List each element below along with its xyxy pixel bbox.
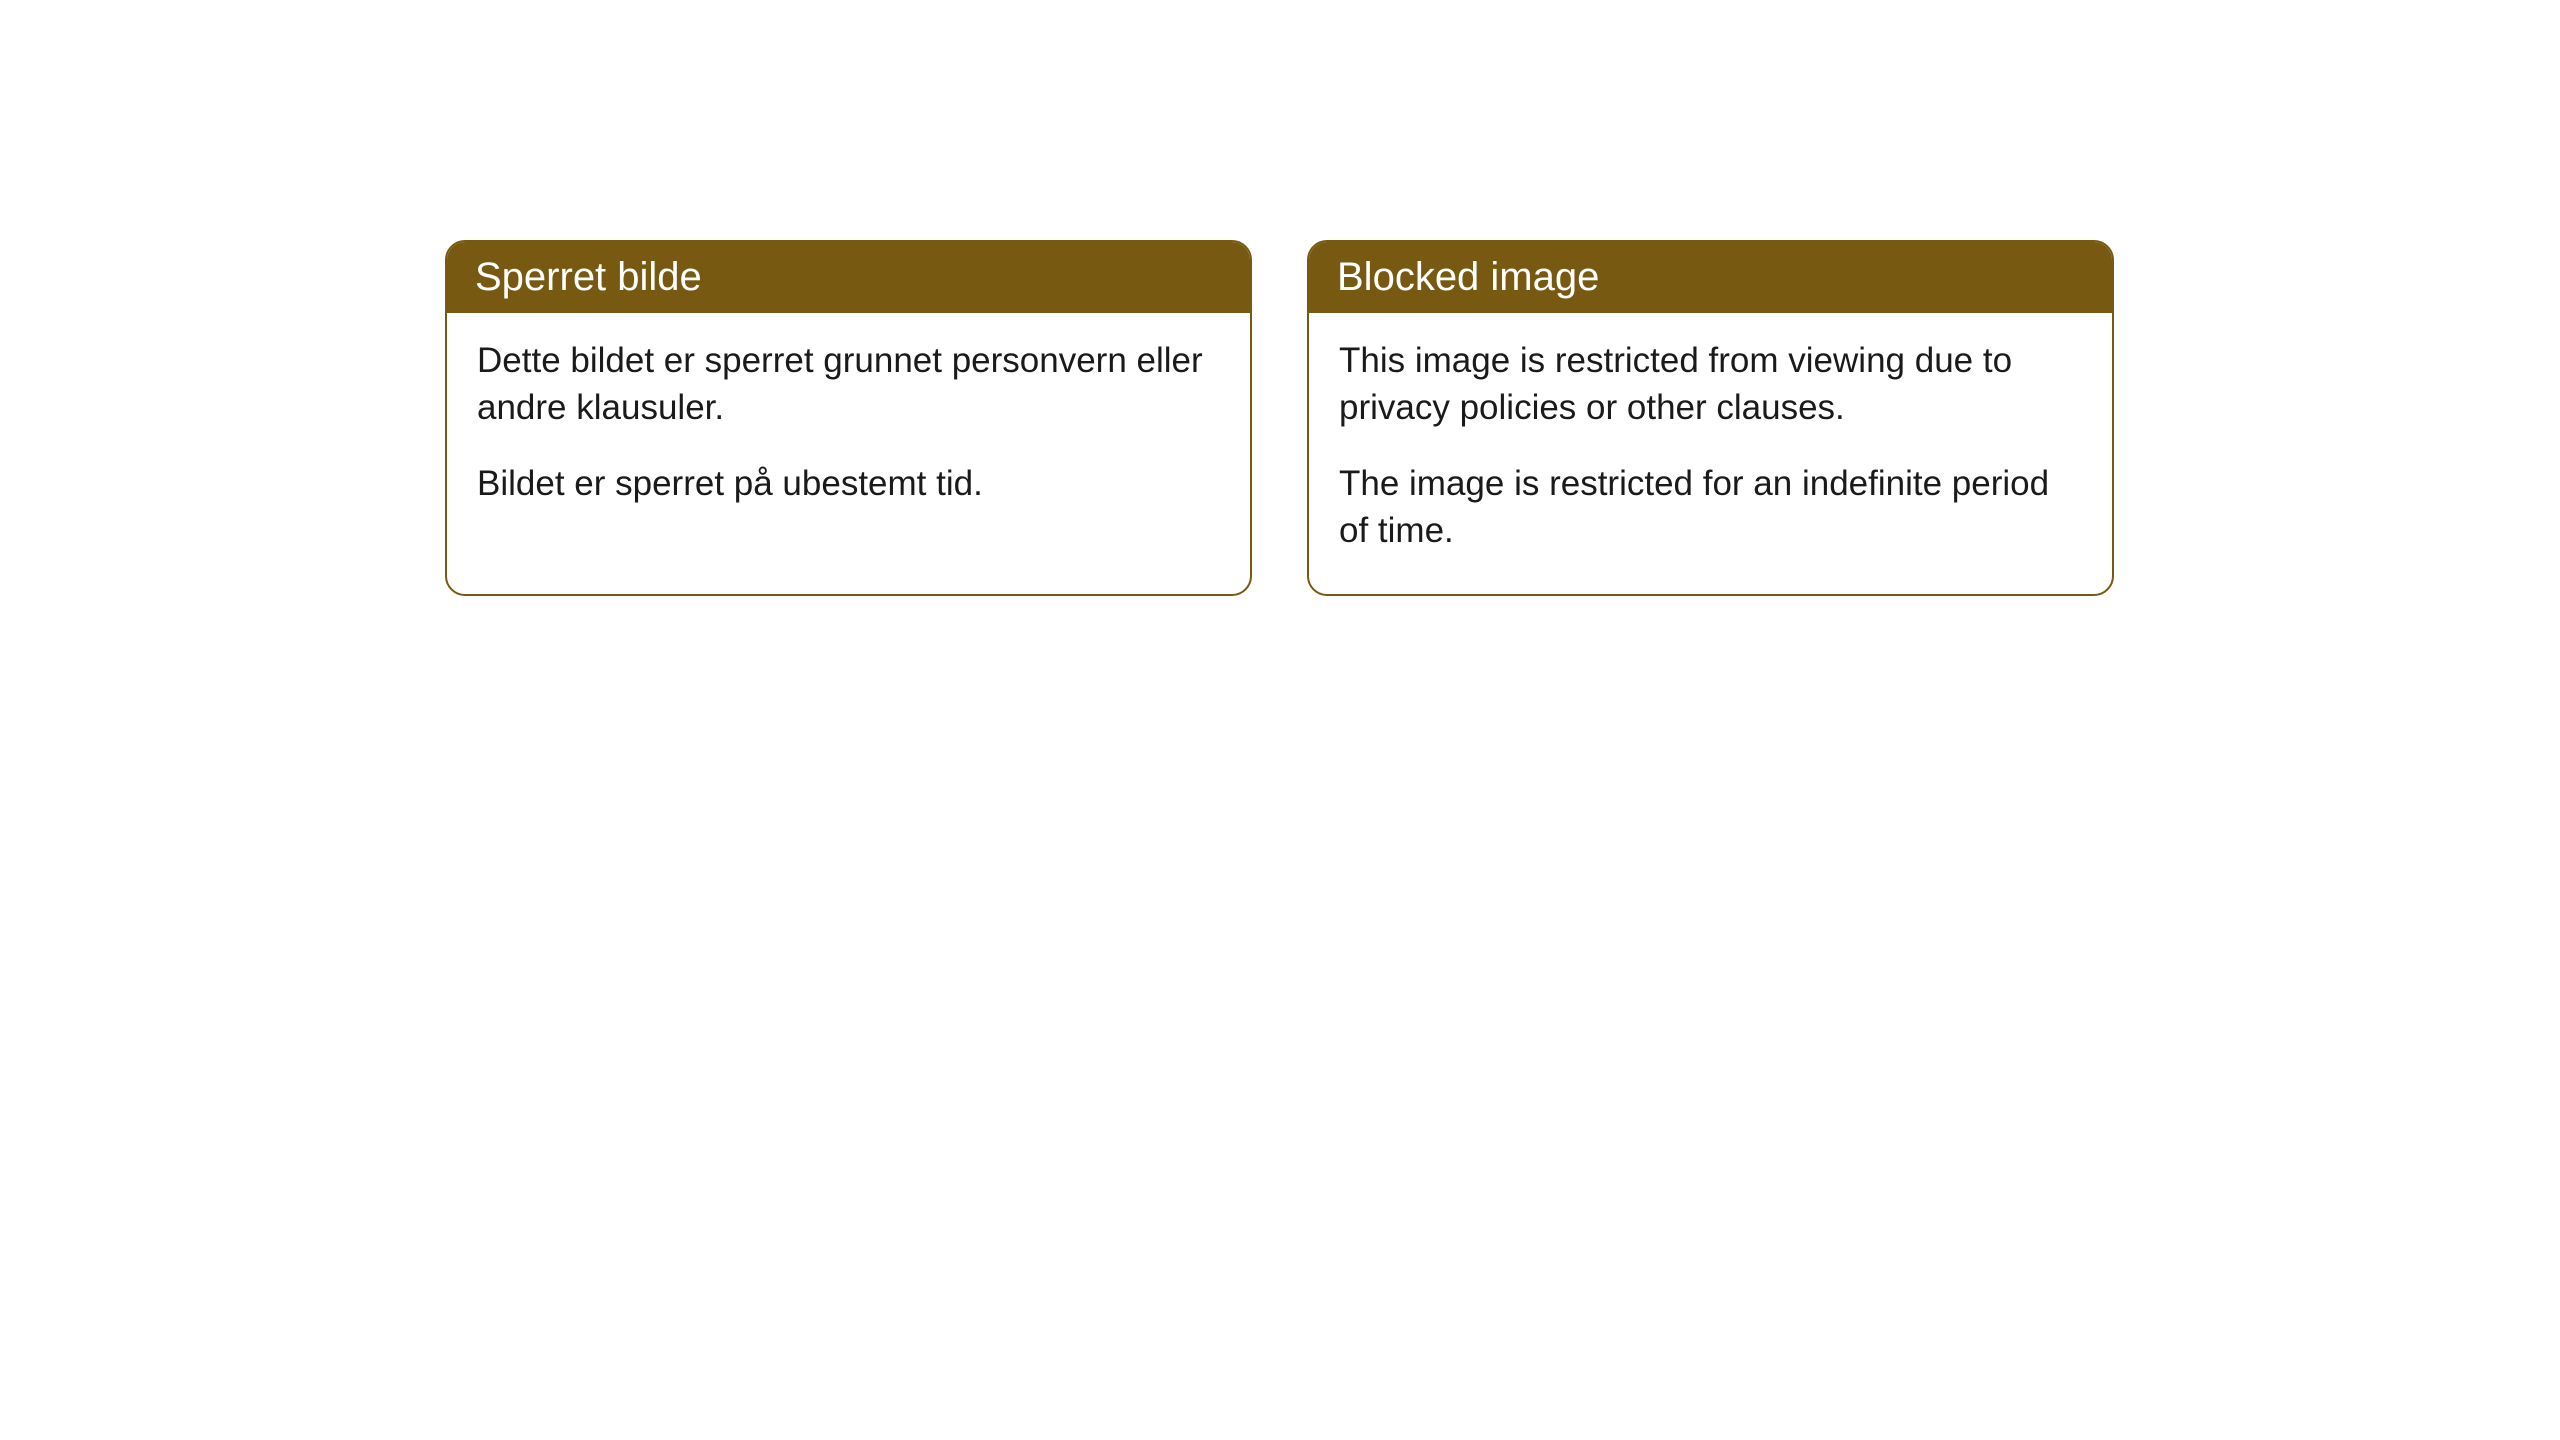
card-paragraph: The image is restricted for an indefinit…: [1339, 460, 2082, 555]
card-paragraph: Bildet er sperret på ubestemt tid.: [477, 460, 1220, 507]
card-title: Blocked image: [1337, 255, 1599, 299]
card-body-norwegian: Dette bildet er sperret grunnet personve…: [447, 313, 1250, 547]
card-paragraph: This image is restricted from viewing du…: [1339, 337, 2082, 432]
card-paragraph: Dette bildet er sperret grunnet personve…: [477, 337, 1220, 432]
card-body-english: This image is restricted from viewing du…: [1309, 313, 2112, 594]
card-title: Sperret bilde: [475, 255, 702, 299]
notice-card-norwegian: Sperret bilde Dette bildet er sperret gr…: [445, 240, 1252, 596]
card-header-english: Blocked image: [1309, 242, 2112, 313]
notice-card-english: Blocked image This image is restricted f…: [1307, 240, 2114, 596]
notice-cards-container: Sperret bilde Dette bildet er sperret gr…: [445, 240, 2114, 596]
card-header-norwegian: Sperret bilde: [447, 242, 1250, 313]
